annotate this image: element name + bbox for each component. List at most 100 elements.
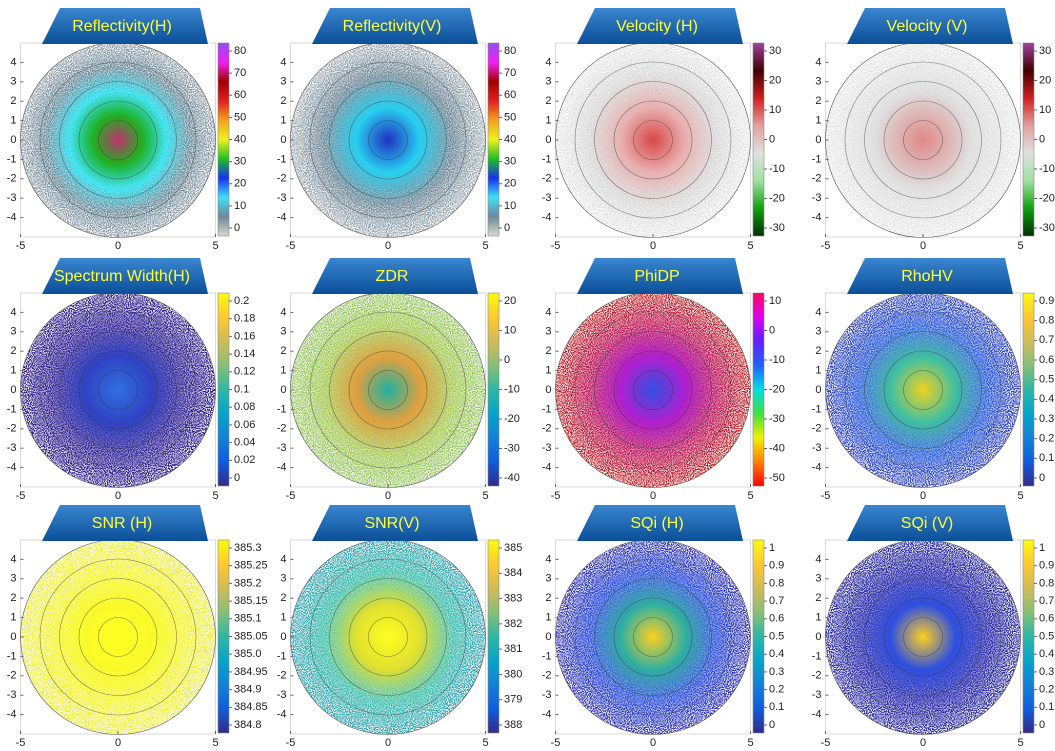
y-tick-label: -3 (542, 689, 552, 701)
y-tick-label: 0 (815, 384, 821, 396)
colorbar-tick-label: 384.85 (234, 701, 268, 713)
y-tick-label: -3 (542, 442, 552, 454)
colorbar-tick-label: 0 (1039, 472, 1045, 484)
y-tick-label: -4 (812, 709, 822, 721)
radar-speckle (291, 540, 486, 735)
colorbar-tick-label: 0.7 (1039, 334, 1054, 346)
y-tick-label: 3 (280, 573, 286, 585)
colorbar-tick-label: 20 (504, 295, 516, 307)
y-tick-label: -1 (812, 153, 822, 165)
colorbar (1023, 540, 1034, 733)
y-tick-label: 2 (545, 95, 551, 107)
y-tick-label: 3 (545, 326, 551, 338)
colorbar-tick-label: 80 (234, 45, 246, 57)
colorbar-tick-label: -30 (769, 222, 785, 234)
y-tick-label: 4 (280, 56, 286, 68)
y-tick-label: -2 (812, 670, 822, 682)
y-tick-label: 3 (280, 326, 286, 338)
x-tick-label: -5 (16, 737, 26, 749)
colorbar-tick-label: 380 (504, 668, 522, 680)
y-tick-label: -2 (542, 670, 552, 682)
colorbar-tick-label: 50 (234, 111, 246, 123)
panel: -505-4-3-2-10123400.10.20.30.40.50.60.70… (812, 258, 1055, 502)
y-tick-label: 4 (280, 553, 286, 565)
colorbar-tick-label: 385 (504, 542, 522, 554)
colorbar-tick-label: 385.15 (234, 595, 268, 607)
colorbar-tick-label: 0.1 (1039, 701, 1054, 713)
y-tick-label: -3 (277, 442, 287, 454)
colorbar-tick-label: 0.4 (1039, 648, 1054, 660)
x-tick-label: -5 (286, 737, 296, 749)
colorbar-tick-label: 10 (769, 104, 781, 116)
colorbar-tick-label: 0 (769, 133, 775, 145)
y-tick-label: -3 (812, 689, 822, 701)
colorbar-tick-label: 20 (1039, 74, 1051, 86)
x-tick-label: 5 (1017, 490, 1023, 502)
y-tick-label: 3 (10, 326, 16, 338)
y-tick-label: -3 (812, 442, 822, 454)
panel: -505-4-3-2-101234-30-20-100102030Velocit… (542, 8, 785, 252)
colorbar (1023, 293, 1034, 486)
panel-title: SNR (H) (92, 515, 152, 532)
y-tick-label: -3 (277, 689, 287, 701)
x-tick-label: -5 (821, 737, 831, 749)
colorbar-tick-label: 50 (504, 111, 516, 123)
colorbar-tick-label: 30 (234, 156, 246, 168)
x-tick-label: 5 (482, 737, 488, 749)
y-tick-label: 3 (545, 573, 551, 585)
colorbar-tick-label: 10 (504, 324, 516, 336)
panel: -505-4-3-2-10123401020304050607080Reflec… (277, 8, 517, 252)
y-tick-label: -2 (812, 173, 822, 185)
colorbar-tick-label: 384.8 (234, 719, 262, 731)
x-tick-label: 0 (650, 737, 656, 749)
panel-title: PhiDP (634, 268, 679, 285)
colorbar-tick-label: 384 (504, 567, 522, 579)
colorbar-tick-label: 0.5 (1039, 630, 1054, 642)
y-tick-label: -1 (277, 403, 287, 415)
y-tick-label: 2 (815, 95, 821, 107)
colorbar-tick-label: 0.06 (234, 419, 255, 431)
colorbar-tick-label: 0 (1039, 719, 1045, 731)
radar-speckle (826, 293, 1021, 488)
y-tick-label: -2 (812, 423, 822, 435)
colorbar-tick-label: 40 (504, 133, 516, 145)
colorbar-tick-label: 0 (234, 222, 240, 234)
colorbar-tick-label: 10 (504, 200, 516, 212)
x-tick-label: 5 (1017, 737, 1023, 749)
y-tick-label: -2 (277, 173, 287, 185)
y-tick-label: -1 (7, 650, 17, 662)
y-tick-label: -2 (7, 173, 17, 185)
y-tick-label: 4 (10, 553, 16, 565)
panel-title: SQi (V) (901, 515, 953, 532)
colorbar-tick-label: -20 (1039, 192, 1055, 204)
y-tick-label: -1 (542, 650, 552, 662)
colorbar-tick-label: -10 (504, 383, 520, 395)
colorbar-tick-label: 30 (1039, 45, 1051, 57)
colorbar-tick-label: -40 (769, 442, 785, 454)
panel: -505-4-3-2-10123400.10.20.30.40.50.60.70… (542, 505, 785, 749)
colorbar (753, 540, 764, 733)
x-tick-label: -5 (16, 490, 26, 502)
y-tick-label: 4 (10, 306, 16, 318)
colorbar-tick-label: 0.6 (1039, 354, 1054, 366)
colorbar-tick-label: 0 (769, 324, 775, 336)
colorbar-tick-label: 0.5 (769, 630, 784, 642)
colorbar-tick-label: 0.9 (1039, 295, 1054, 307)
x-tick-label: -5 (821, 240, 831, 252)
colorbar-tick-label: 0.14 (234, 348, 255, 360)
colorbar (753, 43, 764, 236)
y-tick-label: 0 (545, 134, 551, 146)
x-tick-label: -5 (821, 490, 831, 502)
panel: -505-4-3-2-101234384.8384.85384.9384.953… (7, 505, 268, 749)
colorbar-tick-label: -10 (769, 354, 785, 366)
y-tick-label: 0 (545, 631, 551, 643)
colorbar-tick-label: -30 (1039, 222, 1055, 234)
radar-speckle (21, 43, 216, 238)
radar-speckle (826, 43, 1021, 238)
colorbar (218, 43, 229, 236)
y-tick-label: 1 (10, 115, 16, 127)
colorbar-tick-label: 0.3 (1039, 413, 1054, 425)
colorbar-tick-label: 0 (234, 472, 240, 484)
x-tick-label: -5 (551, 490, 561, 502)
y-tick-label: 2 (280, 592, 286, 604)
